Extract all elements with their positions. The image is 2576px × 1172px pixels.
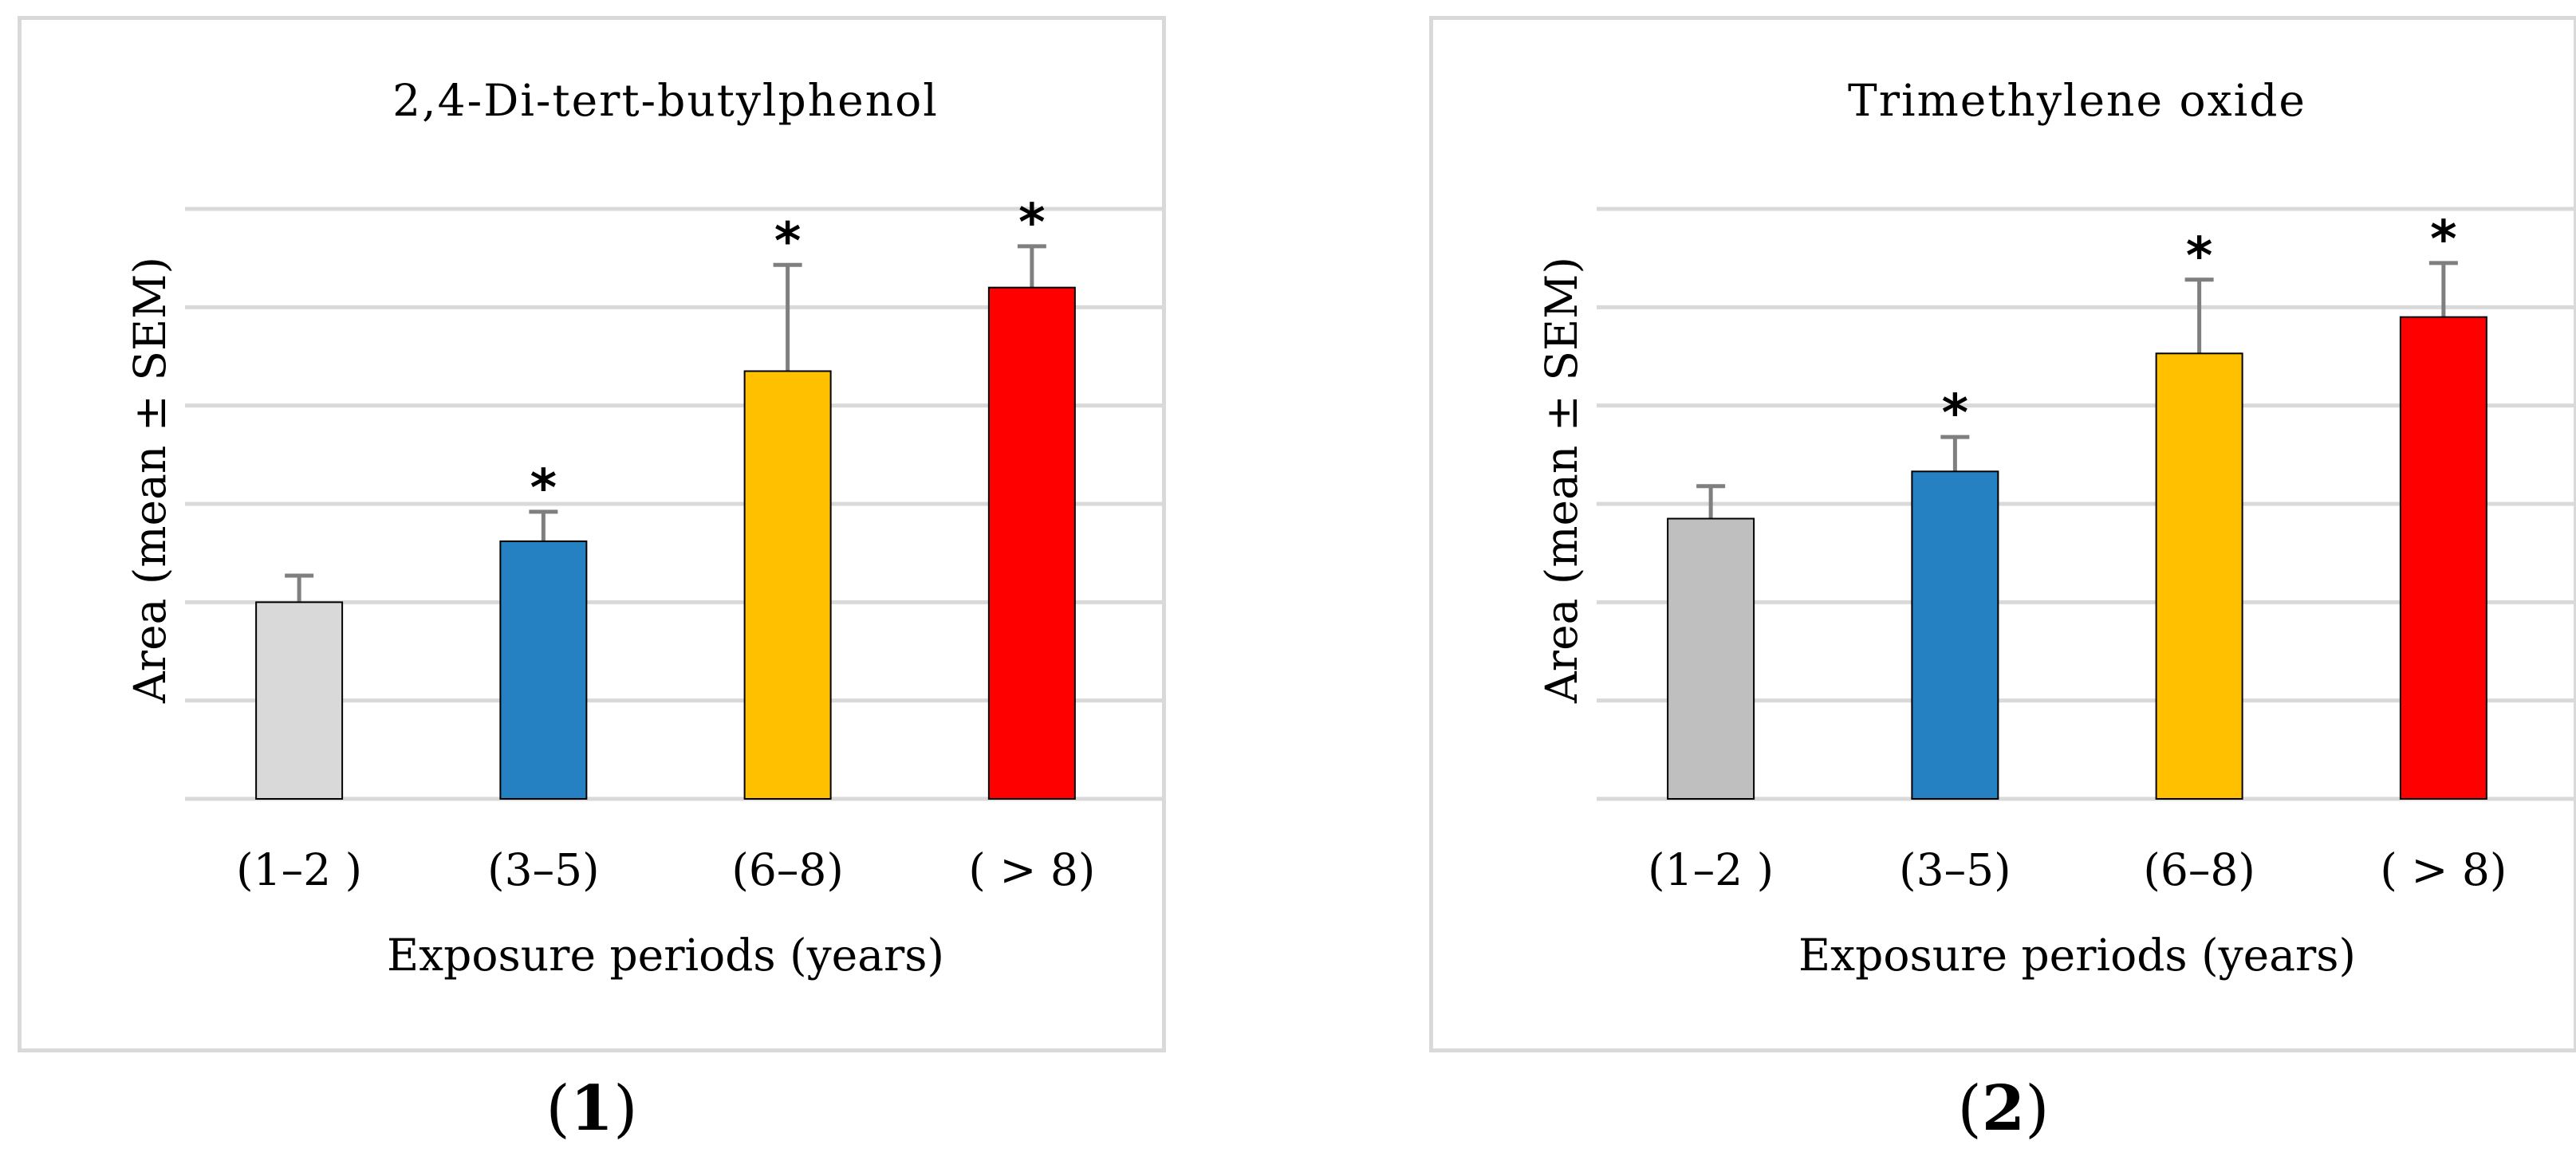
x-tick-label-2: (6–8) <box>2143 844 2255 895</box>
significance-star-3: * <box>1018 194 1045 253</box>
x-tick-label-2: (6–8) <box>731 844 843 895</box>
y-axis-label: Area (mean ± SEM) <box>1536 257 1587 704</box>
x-tick-label-1: (3–5) <box>1899 844 2011 895</box>
bar-1 <box>1911 470 1999 800</box>
panel-label-2: (2) <box>1884 1072 2123 1145</box>
chart-panel-1: 2,4-Di-tert-butylphenol (1–2 ) * (3–5) * (6–8… <box>18 16 1166 1052</box>
significance-star-2: * <box>2186 227 2212 286</box>
panel-label-1: (1) <box>472 1072 711 1145</box>
panel-label-2-number: 2 <box>1981 1072 2026 1145</box>
significance-star-1: * <box>530 459 557 518</box>
x-axis-label: Exposure periods (years) <box>1798 930 2356 981</box>
bar-3 <box>2399 316 2487 800</box>
bar-3 <box>987 286 1076 800</box>
bar-0 <box>255 601 344 800</box>
x-tick-label-0: (1–2 ) <box>1648 844 1774 895</box>
chart-title: 2,4-Di-tert-butylphenol <box>392 75 939 126</box>
chart-panel-2: Trimethylene oxide (1–2 ) * (3–5) * (6–8) * ( >… <box>1429 16 2576 1052</box>
x-tick-label-1: (3–5) <box>487 844 599 895</box>
x-tick-label-3: ( > 8) <box>968 844 1095 895</box>
chart-title: Trimethylene oxide <box>1848 75 2306 126</box>
panel-label-1-open: ( <box>546 1073 570 1145</box>
bar-1 <box>499 540 588 800</box>
panel-label-1-close: ) <box>613 1073 638 1145</box>
panel-label-2-close: ) <box>2025 1073 2050 1145</box>
panel-label-1-number: 1 <box>569 1072 614 1145</box>
significance-star-1: * <box>1942 384 1968 443</box>
bar-chart-1: 2,4-Di-tert-butylphenol (1–2 ) * (3–5) * (6–8… <box>124 75 1162 981</box>
bar-2 <box>743 370 832 800</box>
x-axis-label: Exposure periods (years) <box>387 930 944 981</box>
x-tick-label-3: ( > 8) <box>2380 844 2507 895</box>
bar-2 <box>2155 352 2243 800</box>
significance-star-3: * <box>2430 210 2456 269</box>
bar-chart-2: Trimethylene oxide (1–2 ) * (3–5) * (6–8) * ( >… <box>1536 75 2574 981</box>
significance-star-2: * <box>774 212 801 271</box>
panel-label-2-open: ( <box>1957 1073 1982 1145</box>
x-tick-label-0: (1–2 ) <box>236 844 362 895</box>
y-axis-label: Area (mean ± SEM) <box>124 257 175 704</box>
bar-0 <box>1667 517 1755 800</box>
